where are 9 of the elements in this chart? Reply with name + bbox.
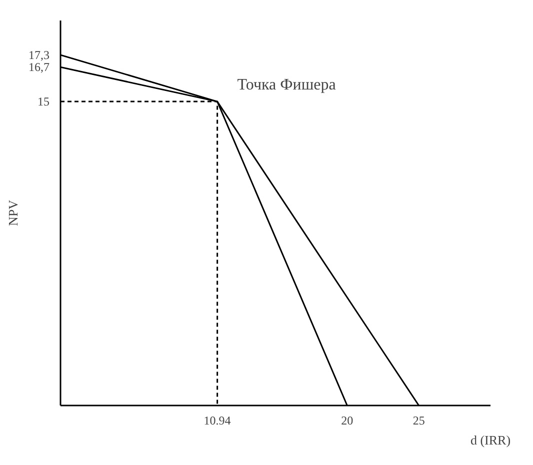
x-tick-label: 20	[341, 414, 354, 428]
y-tick-label: 17,3	[28, 48, 50, 62]
y-tick-label: 15	[38, 94, 50, 109]
y-tick-label: 16,7	[28, 60, 50, 74]
y-axis-title: NPV	[6, 199, 20, 226]
x-axis-title: d (IRR)	[470, 432, 511, 448]
x-tick-label: 25	[412, 414, 425, 428]
x-tick-label: 10.94	[204, 414, 231, 428]
annotation: Точка Фишера	[237, 76, 336, 94]
